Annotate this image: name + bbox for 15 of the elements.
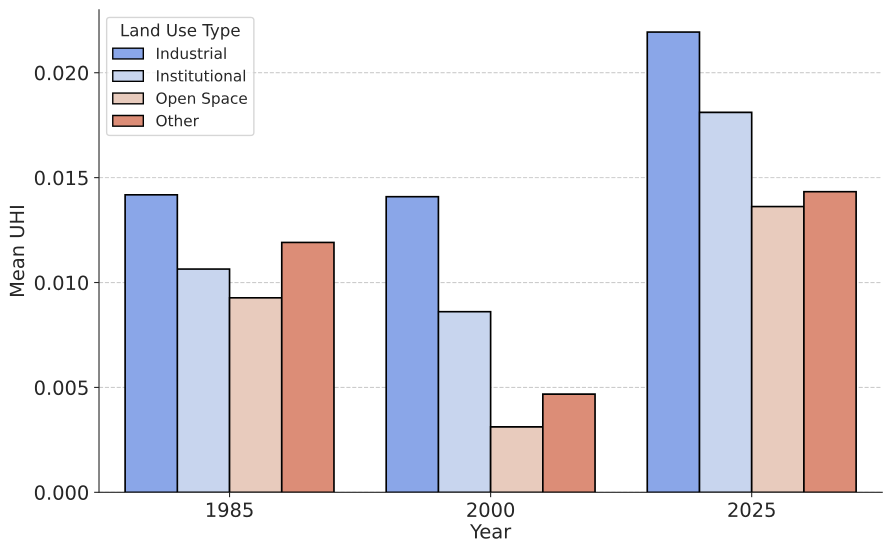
x-axis-title: Year [470,524,512,539]
x-tick-label: 2000 [467,502,514,518]
y-axis-title: Mean UHI [10,206,24,296]
legend-title: Land Use Type [122,24,240,40]
y-tick-label: 0.010 [34,275,88,290]
legend-label: Other [156,114,199,126]
x-tick-label: 1985 [206,502,253,518]
y-tick-label: 0.015 [34,170,88,186]
legend-label: Industrial [157,47,226,60]
legend-label: Institutional [157,70,246,82]
y-tick-label: 0.000 [34,485,88,500]
x-tick-label: 2025 [728,502,775,518]
y-tick-label: 0.020 [34,66,88,80]
y-tick-label: 0.005 [34,380,88,396]
legend-label: Open Space [156,92,247,107]
